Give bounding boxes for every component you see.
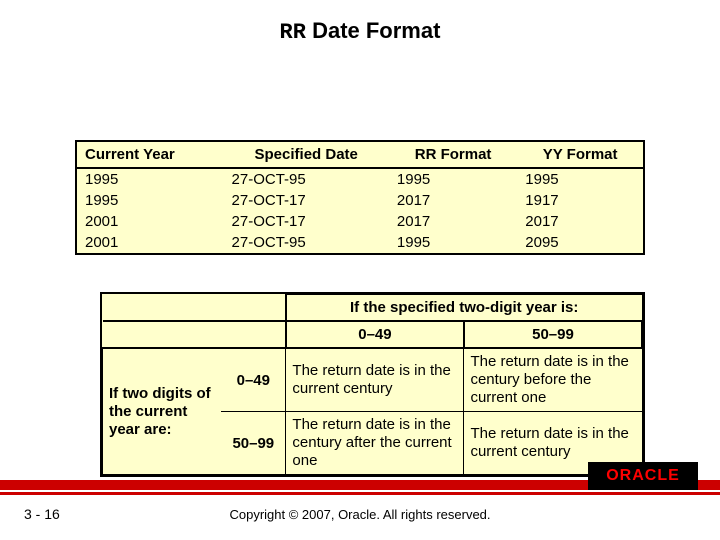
- oracle-logo: ORACLE: [588, 462, 698, 490]
- table-row: 200127-OCT-1720172017: [77, 211, 643, 232]
- table-cell: 1995: [389, 168, 517, 190]
- table2-blank: [103, 295, 286, 322]
- table2-blank2: [103, 321, 286, 348]
- row-label: If two digits of the current year are:: [103, 348, 222, 475]
- col-current-year: Current Year: [77, 142, 224, 168]
- col-range-1: 0–49: [286, 321, 464, 348]
- table-row: 199527-OCT-9519951995: [77, 168, 643, 190]
- col-range-2: 50–99: [464, 321, 642, 348]
- table-cell: 1995: [77, 190, 224, 211]
- table-cell: 2095: [517, 232, 643, 253]
- table-cell: 2017: [389, 190, 517, 211]
- table-row: 200127-OCT-9519952095: [77, 232, 643, 253]
- table-cell: 1917: [517, 190, 643, 211]
- table-cell: 27-OCT-95: [224, 168, 389, 190]
- col-rr-format: RR Format: [389, 142, 517, 168]
- table2-top-header: If the specified two-digit year is:: [286, 295, 642, 322]
- table-header-row: Current Year Specified Date RR Format YY…: [77, 142, 643, 168]
- table2-row-1: If two digits of the current year are: 0…: [103, 348, 643, 412]
- table-row: 199527-OCT-1720171917: [77, 190, 643, 211]
- col-specified-date: Specified Date: [224, 142, 389, 168]
- table-cell: 27-OCT-17: [224, 211, 389, 232]
- row-range-2: 50–99: [221, 412, 286, 475]
- table-cell: 2017: [517, 211, 643, 232]
- table1-body: 199527-OCT-9519951995199527-OCT-17201719…: [77, 168, 643, 253]
- oracle-logo-text: ORACLE: [606, 467, 680, 485]
- title-rest: Date Format: [306, 18, 440, 43]
- table-cell: 2001: [77, 211, 224, 232]
- copyright-text: Copyright © 2007, Oracle. All rights res…: [0, 507, 720, 522]
- title-code: RR: [280, 20, 306, 45]
- table-cell: 1995: [389, 232, 517, 253]
- cell-10: The return date is in the century after …: [286, 412, 464, 475]
- table-cell: 1995: [517, 168, 643, 190]
- col-yy-format: YY Format: [517, 142, 643, 168]
- table-cell: 27-OCT-95: [224, 232, 389, 253]
- table-cell: 1995: [77, 168, 224, 190]
- table2-col-header-row: 0–49 50–99: [103, 321, 643, 348]
- slide-title: RR Date Format: [0, 0, 720, 45]
- table2-top-header-row: If the specified two-digit year is:: [103, 295, 643, 322]
- cell-01: The return date is in the century before…: [464, 348, 642, 412]
- row-range-1: 0–49: [221, 348, 286, 412]
- table-cell: 27-OCT-17: [224, 190, 389, 211]
- table-cell: 2017: [389, 211, 517, 232]
- cell-00: The return date is in the current centur…: [286, 348, 464, 412]
- date-format-table: Current Year Specified Date RR Format YY…: [75, 140, 645, 255]
- footer-red-bar-thin: [0, 492, 720, 495]
- rr-logic-table: If the specified two-digit year is: 0–49…: [100, 292, 645, 477]
- table-cell: 2001: [77, 232, 224, 253]
